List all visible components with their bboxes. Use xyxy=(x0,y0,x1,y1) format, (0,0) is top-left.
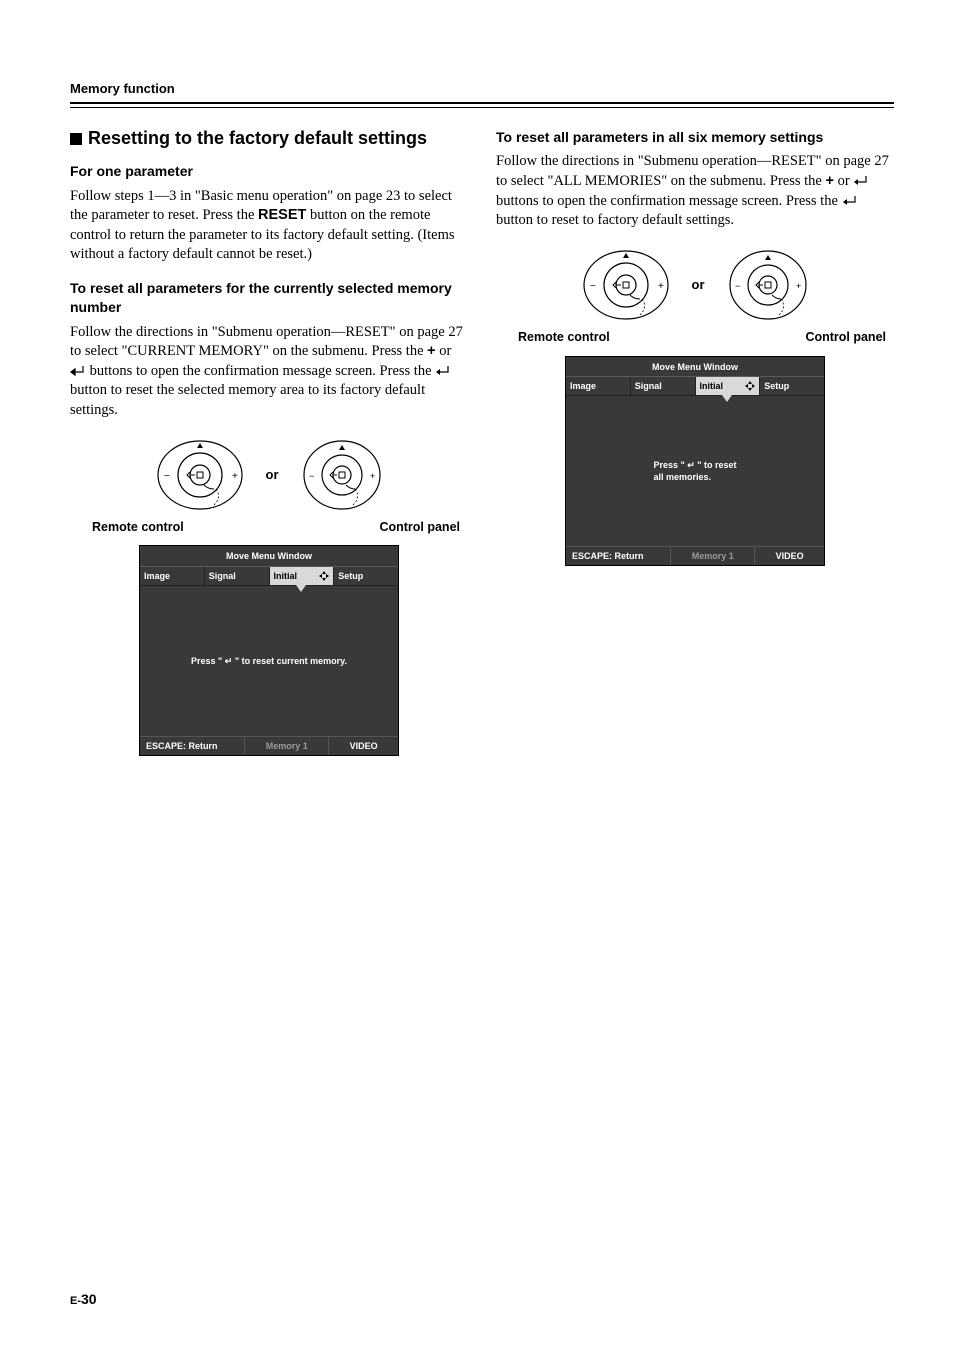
menu-msg-l1: Press " ↵ " to reset xyxy=(653,460,736,470)
menu-tab-signal[interactable]: Signal xyxy=(205,567,270,585)
para-r1-tail2: button to reset to factory default setti… xyxy=(496,212,734,228)
plus-bold: + xyxy=(825,173,833,189)
control-panel-icon: − + xyxy=(297,435,387,515)
caption-control-panel: Control panel xyxy=(805,329,886,346)
menu-tab-signal[interactable]: Signal xyxy=(631,377,696,395)
tab-label: Initial xyxy=(274,570,298,582)
para-r1-tail1: buttons to open the confirmation message… xyxy=(496,193,842,209)
control-panel-icon: − + xyxy=(723,245,813,325)
device-row-right: − + or − + xyxy=(496,245,894,325)
content-columns: Resetting to the factory default setting… xyxy=(70,126,894,756)
running-header: Memory function xyxy=(70,80,894,98)
enter-arrow-icon xyxy=(842,194,858,208)
menu-msg-l2: all memories. xyxy=(653,472,711,482)
device-caption-row-right: Remote control Control panel xyxy=(496,329,894,346)
menu-footer: ESCAPE: Return Memory 1 VIDEO xyxy=(140,736,398,755)
device-caption-row-left: Remote control Control panel xyxy=(70,519,468,536)
tab-label: Image xyxy=(570,380,596,392)
para-all-memories: Follow the directions in "Submenu operat… xyxy=(496,152,894,230)
menu-screen-current: Move Menu Window Image Signal Initial Se… xyxy=(139,545,399,755)
enter-arrow-icon xyxy=(70,364,86,378)
tab-label: Setup xyxy=(338,570,363,582)
left-column: Resetting to the factory default setting… xyxy=(70,126,468,756)
reset-bold: RESET xyxy=(258,207,306,223)
menu-escape: ESCAPE: Return xyxy=(140,737,244,755)
menu-titlebar: Move Menu Window xyxy=(566,357,824,377)
dpad-icon xyxy=(319,571,329,581)
section-title-text: Resetting to the factory default setting… xyxy=(88,128,427,148)
dpad-icon xyxy=(745,381,755,391)
menu-tabs: Image Signal Initial Setup xyxy=(566,377,824,396)
svg-text:−: − xyxy=(735,281,740,291)
svg-text:−: − xyxy=(309,471,314,481)
svg-text:+: + xyxy=(370,471,375,481)
tab-pointer-icon xyxy=(296,585,306,592)
caption-remote: Remote control xyxy=(92,519,184,536)
caption-remote: Remote control xyxy=(518,329,610,346)
page-num-value: 30 xyxy=(81,1291,97,1307)
menu-tab-initial[interactable]: Initial xyxy=(270,567,335,585)
svg-text:−: − xyxy=(164,471,170,482)
menu-screen-all: Move Menu Window Image Signal Initial Se… xyxy=(565,356,825,566)
svg-text:−: − xyxy=(590,281,596,292)
right-column: To reset all parameters in all six memor… xyxy=(496,126,894,756)
menu-tabs: Image Signal Initial Setup xyxy=(140,567,398,586)
menu-tab-image[interactable]: Image xyxy=(140,567,205,585)
svg-text:+: + xyxy=(796,281,801,291)
menu-message: Press " ↵ " to reset current memory. xyxy=(191,655,347,667)
para-b1-tail2: button to reset the selected memory area… xyxy=(70,382,425,418)
menu-body: Press " ↵ " to reset all memories. xyxy=(566,396,824,546)
tab-label: Image xyxy=(144,570,170,582)
menu-escape: ESCAPE: Return xyxy=(566,547,670,565)
para-b1-head: Follow the directions in "Submenu operat… xyxy=(70,324,463,360)
plus-bold: + xyxy=(427,343,435,359)
menu-tab-setup[interactable]: Setup xyxy=(334,567,398,585)
remote-control-icon: − + xyxy=(152,435,248,515)
para-one-param: Follow steps 1—3 in "Basic menu operatio… xyxy=(70,187,468,265)
menu-memory: Memory 1 xyxy=(670,547,755,565)
svg-text:+: + xyxy=(232,471,238,482)
header-rule-thin xyxy=(70,107,894,108)
page-prefix: E- xyxy=(70,1295,81,1307)
subhead-current-memory: To reset all parameters for the currentl… xyxy=(70,279,468,317)
section-title: Resetting to the factory default setting… xyxy=(70,126,468,150)
menu-video: VIDEO xyxy=(755,547,824,565)
or-label: or xyxy=(266,466,279,484)
menu-footer: ESCAPE: Return Memory 1 VIDEO xyxy=(566,546,824,565)
menu-message: Press " ↵ " to reset all memories. xyxy=(653,459,736,483)
caption-control-panel: Control panel xyxy=(379,519,460,536)
or-label: or xyxy=(692,276,705,294)
tab-pointer-icon xyxy=(722,395,732,402)
menu-titlebar: Move Menu Window xyxy=(140,546,398,566)
device-row-left: − + or − + xyxy=(70,435,468,515)
para-r1-mid: or xyxy=(834,173,853,189)
menu-tab-image[interactable]: Image xyxy=(566,377,631,395)
remote-control-icon: − + xyxy=(578,245,674,325)
enter-arrow-icon xyxy=(853,174,869,188)
square-bullet-icon xyxy=(70,133,82,145)
menu-body: Press " ↵ " to reset current memory. xyxy=(140,586,398,736)
menu-memory: Memory 1 xyxy=(244,737,329,755)
subhead-one-param: For one parameter xyxy=(70,162,468,181)
svg-text:+: + xyxy=(658,281,664,292)
tab-label: Signal xyxy=(635,380,662,392)
menu-video: VIDEO xyxy=(329,737,398,755)
menu-tab-setup[interactable]: Setup xyxy=(760,377,824,395)
subhead-all-memories: To reset all parameters in all six memor… xyxy=(496,128,894,147)
para-b1-mid: or xyxy=(436,343,452,359)
header-rule-thick xyxy=(70,102,894,104)
tab-label: Setup xyxy=(764,380,789,392)
menu-tab-initial[interactable]: Initial xyxy=(696,377,761,395)
page-number: E-30 xyxy=(70,1290,97,1309)
para-b1-tail1: buttons to open the confirmation message… xyxy=(86,363,435,379)
para-current-memory: Follow the directions in "Submenu operat… xyxy=(70,323,468,421)
tab-label: Initial xyxy=(700,380,724,392)
tab-label: Signal xyxy=(209,570,236,582)
enter-arrow-icon xyxy=(435,364,451,378)
